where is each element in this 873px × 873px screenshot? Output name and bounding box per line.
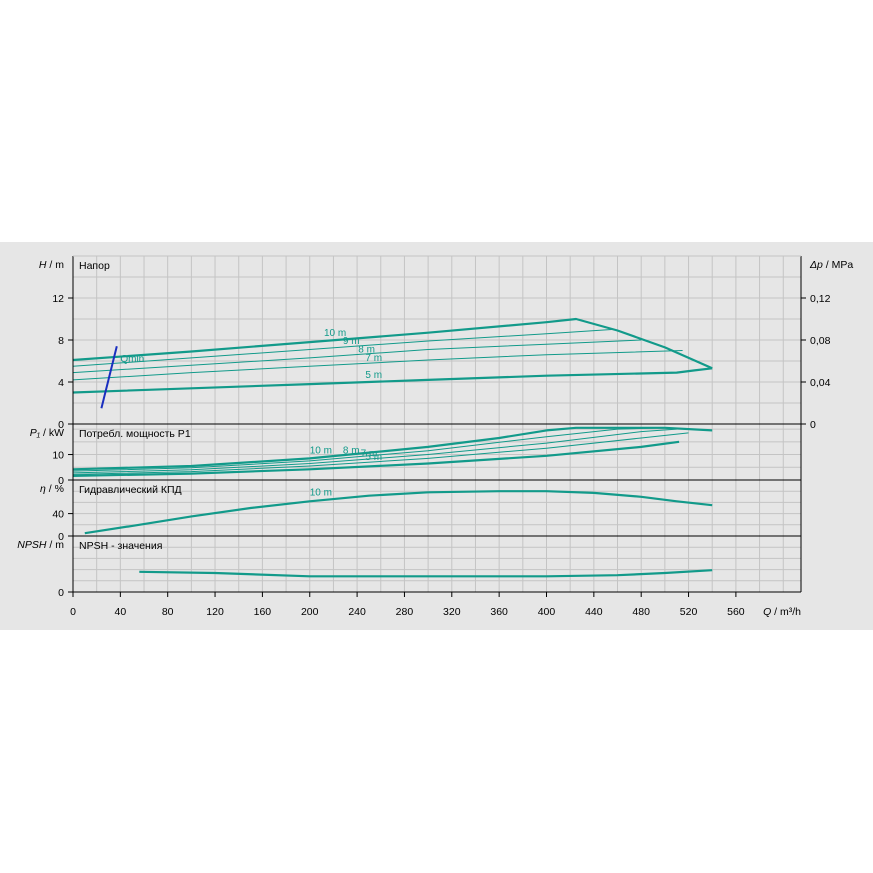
panel-title-head: Напор [79, 260, 110, 272]
qmin-line [100, 346, 118, 409]
curve-label-head-1: 9 m [343, 336, 360, 347]
panel-title-power: Потребл. мощность P1 [79, 428, 191, 440]
right-tick-label: 0 [810, 419, 816, 431]
y-tick-label-efficiency: 0 [58, 531, 64, 543]
y-axis-slash: / [40, 427, 49, 439]
right-tick-label: 0,08 [810, 335, 831, 347]
y-tick-label-efficiency: 40 [52, 509, 64, 521]
y-axis-unit-power: kW [49, 427, 64, 439]
x-tick-label: 280 [396, 606, 414, 618]
curve-head-2 [72, 339, 642, 374]
panel-title-npsh: NPSH - значения [79, 540, 162, 552]
y-tick-label-power: 10 [52, 450, 64, 462]
x-tick-label: 560 [727, 606, 745, 618]
curve-npsh-0 [139, 569, 713, 578]
curve-label-power-4: 5 m [365, 452, 382, 463]
y-axis-slash: / [46, 259, 55, 271]
panel-title-efficiency: Гидравлический КПД [79, 484, 182, 496]
curve-head-4 [72, 367, 713, 394]
y-tick-label-head: 0 [58, 419, 64, 431]
y-tick-label-head: 4 [58, 377, 64, 389]
y-axis-unit-head: m [55, 259, 64, 271]
curve-label-head-4: 5 m [365, 370, 382, 381]
curve-head-1 [72, 329, 612, 367]
x-tick-label: 120 [206, 606, 224, 618]
right-axis-slash: / [823, 259, 832, 271]
x-tick-label: 40 [115, 606, 127, 618]
y-axis-symbol-npsh: NPSH [17, 539, 47, 551]
x-axis-label: Q / m³/h [763, 606, 801, 618]
right-tick-label: 0,12 [810, 293, 831, 305]
curve-head-0 [72, 317, 713, 370]
x-axis-slash: / [771, 606, 780, 618]
curve-power-3 [72, 432, 689, 475]
chart-panel: 0 4 8 12 H / m Напор 0 0,04 0,08 0,12 Δp / MPa 10 m… [0, 242, 873, 630]
x-axis-unit: m³/h [780, 606, 801, 618]
x-tick-label: 400 [538, 606, 556, 618]
curve-label-head-3: 7 m [365, 353, 382, 364]
x-tick-label: 200 [301, 606, 319, 618]
y-axis-label-power: P₁ / kW [30, 427, 64, 439]
right-axis-label: Δp / MPa [809, 259, 853, 271]
y-axis-label-efficiency: η / % [40, 483, 64, 495]
y-tick-label-head: 8 [58, 335, 64, 347]
x-tick-label: 360 [490, 606, 508, 618]
right-axis-unit: MPa [832, 259, 854, 271]
y-axis-symbol-power: P₁ [30, 427, 41, 439]
right-tick-label: 0,04 [810, 377, 831, 389]
curve-label-power-3: 7 m [361, 448, 378, 459]
curve-power-4 [72, 440, 680, 477]
curve-head-3 [72, 350, 683, 381]
y-axis-slash: / [46, 483, 55, 495]
x-tick-label: 80 [162, 606, 174, 618]
y-axis-symbol-head: H [39, 259, 47, 271]
pump-curve-chart: 0 4 8 12 H / m Напор 0 0,04 0,08 0,12 Δp / MPa 10 m… [17, 255, 853, 618]
curve-efficiency-0 [84, 490, 713, 535]
curve-label-power-2: 8 m [343, 445, 360, 456]
y-tick-label-head: 12 [52, 293, 64, 305]
x-tick-label: 240 [348, 606, 366, 618]
x-tick-label: 440 [585, 606, 603, 618]
y-axis-label-npsh: NPSH / m [17, 539, 64, 551]
curve-label-head-2: 8 m [358, 345, 375, 356]
x-tick-label: 0 [70, 606, 76, 618]
x-axis-symbol: Q [763, 606, 771, 618]
curve-power-1 [72, 427, 665, 472]
qmin-label: Qmin [120, 354, 144, 365]
y-axis-slash: / [46, 539, 55, 551]
x-tick-label: 520 [680, 606, 698, 618]
x-tick-label: 160 [254, 606, 272, 618]
y-axis-symbol-efficiency: η [40, 483, 46, 495]
y-axis-label-head: H / m [39, 259, 64, 271]
y-axis-unit-efficiency: % [55, 483, 64, 495]
y-tick-label-power: 0 [58, 475, 64, 487]
curve-power-2 [72, 428, 677, 474]
curve-power-0 [72, 426, 713, 471]
right-axis-symbol: Δp [809, 259, 823, 271]
y-axis-unit-npsh: m [55, 539, 64, 551]
curve-label-efficiency-0: 10 m [310, 488, 332, 499]
curve-label-power-0: 10 m [310, 445, 332, 456]
y-tick-label-npsh: 0 [58, 587, 64, 599]
curve-label-head-0: 10 m [324, 328, 346, 339]
x-tick-label: 320 [443, 606, 461, 618]
x-tick-label: 480 [632, 606, 650, 618]
